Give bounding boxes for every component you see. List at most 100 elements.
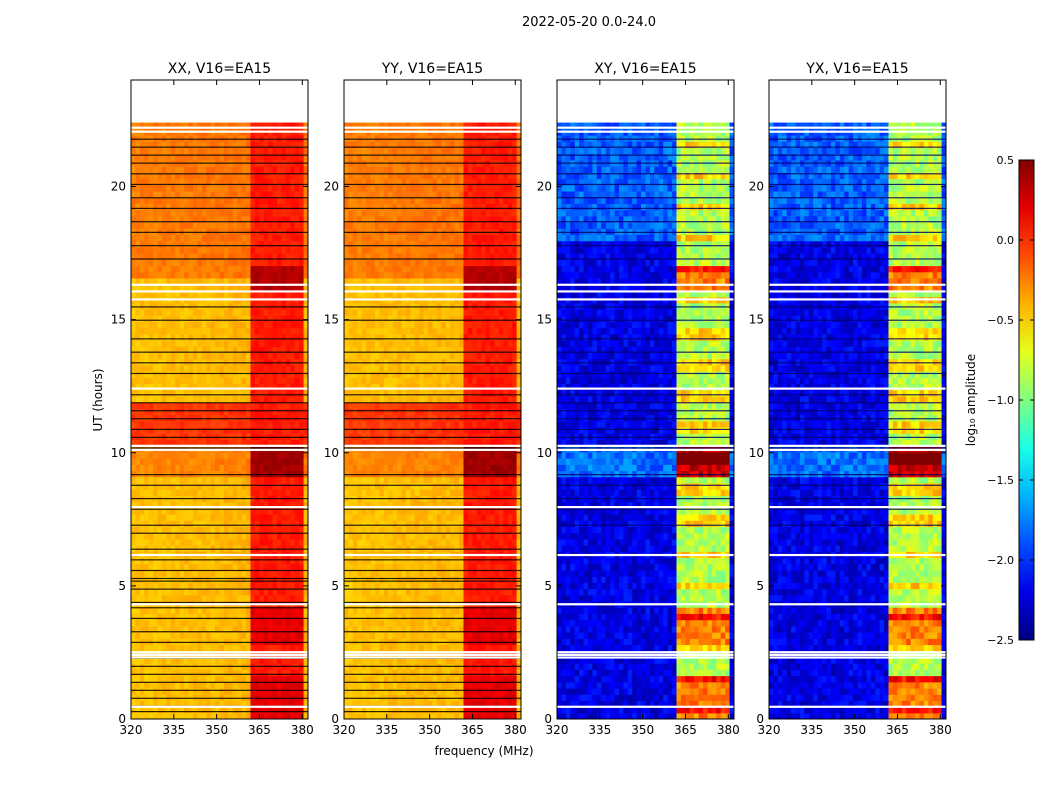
heatmap-cell [246,228,252,236]
heatmap-cell [153,265,159,273]
heatmap-cell [263,197,269,204]
heatmap-cell [285,607,291,614]
heatmap-cell [290,669,296,677]
heatmap-cell [161,122,168,130]
heatmap-cell [432,607,438,614]
heatmap-cell [263,694,269,701]
heatmap-cell [299,607,305,614]
heatmap-cell [223,476,229,484]
heatmap-cell [366,625,372,633]
heatmap-cell [503,687,509,695]
heatmap-cell [166,240,172,248]
heatmap-cell [494,632,500,639]
heatmap-cell [344,563,350,571]
heatmap-cell [370,669,376,677]
heatmap-cell [498,700,504,708]
heatmap-cell [228,321,234,329]
heatmap-cell [197,470,203,478]
heatmap-cell [250,706,256,714]
heatmap-cell [131,476,137,484]
heatmap-cell [228,364,234,372]
heatmap-cell [410,582,416,590]
heatmap-cell [175,656,181,664]
heatmap-cell [237,557,243,565]
heatmap-cell [175,538,181,546]
heatmap-cell [294,308,300,316]
heatmap-cell [281,197,287,204]
heatmap-cell [467,687,473,695]
heatmap-cell [401,656,407,664]
heatmap-cell [259,669,265,677]
heatmap-cell [201,545,207,552]
heatmap-cell [219,563,225,571]
flag-line [131,559,308,561]
heatmap-cell [246,308,252,316]
heatmap-cell [272,408,278,416]
heatmap-cell [250,315,256,322]
heatmap-cell [139,308,145,316]
heatmap-cell [210,433,216,441]
heatmap-cell [259,166,265,173]
heatmap-cell [135,197,141,204]
heatmap-cell [219,377,225,385]
heatmap-cell [472,700,478,708]
heatmap-cell [379,681,385,689]
heatmap-cell [241,141,247,149]
heatmap-cell [241,383,247,391]
heatmap-cell [259,253,265,260]
heatmap-cell [223,302,229,310]
heatmap-cell [268,526,274,534]
heatmap-cell [436,687,442,695]
heatmap-cell [237,321,243,329]
heatmap-cell [303,389,308,397]
heatmap-cell [285,147,291,155]
heatmap-cell [268,681,274,689]
heatmap-cell [161,271,168,279]
heatmap-cell [157,632,163,639]
heatmap-cell [263,433,269,441]
heatmap-cell [352,619,358,627]
heatmap-cell [232,681,238,689]
heatmap-cell [157,414,163,422]
heatmap-cell [188,290,194,298]
heatmap-cell [215,694,221,701]
heatmap-cell [131,687,137,695]
heatmap-cell [290,476,296,484]
heatmap-cell [441,607,447,614]
heatmap-cell [285,222,291,229]
heatmap-cell [290,545,296,552]
heatmap-cell [166,135,172,142]
heatmap-cell [272,687,278,695]
heatmap-cell [166,451,172,459]
heatmap-cell [512,594,518,602]
heatmap-cell [277,166,283,173]
heatmap-cell [223,644,229,652]
heatmap-cell [157,371,163,378]
heatmap-cell [210,209,216,217]
heatmap-cell [450,638,456,646]
heatmap-cell [299,234,305,242]
heatmap-cell [131,700,137,708]
heatmap-cell [153,687,159,695]
heatmap-cell [268,346,274,354]
heatmap-cell [268,408,274,416]
heatmap-cell [179,327,185,335]
heatmap-cell [272,253,278,260]
heatmap-cell [219,613,225,621]
heatmap-cell [467,613,473,621]
heatmap-cell [432,594,438,602]
heatmap-cell [285,470,291,478]
y-tick-label: 10 [111,446,126,460]
heatmap-cell [228,687,234,695]
heatmap-cell [254,190,260,198]
heatmap-cell [144,489,150,496]
heatmap-cell [290,700,296,708]
heatmap-cell [299,209,305,217]
heatmap-cell [268,197,274,204]
heatmap-cell [153,607,159,614]
heatmap-cell [175,532,181,540]
heatmap-cell [299,178,305,186]
heatmap-cell [153,190,159,198]
heatmap-cell [201,166,207,173]
heatmap-cell [232,234,238,242]
